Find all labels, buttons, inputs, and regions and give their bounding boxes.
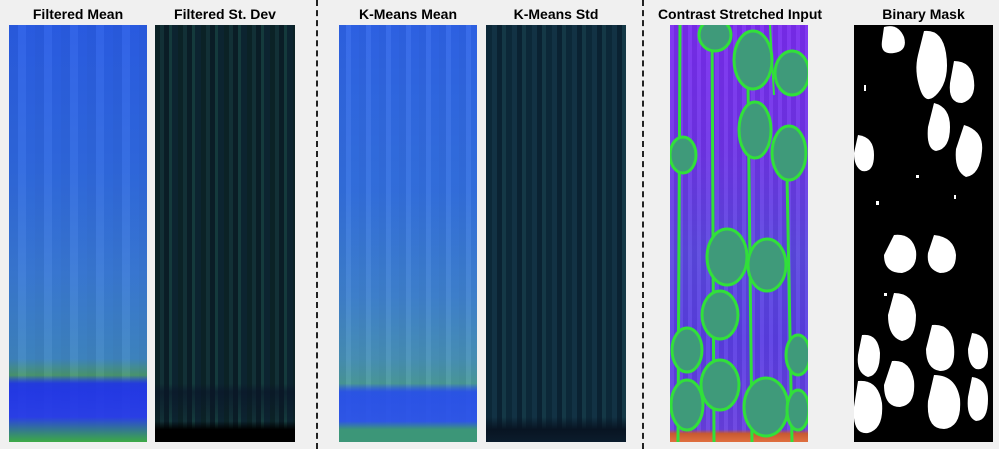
title-contrast-input: Contrast Stretched Input	[657, 6, 823, 22]
mask-speck	[954, 195, 956, 199]
cell-blob	[785, 388, 808, 432]
mask-speck	[916, 175, 919, 178]
mask-blob	[854, 380, 883, 434]
cell-blob	[732, 29, 774, 91]
cell-blob	[742, 376, 790, 438]
cell-blob	[784, 333, 808, 377]
contrast-stretched-image	[670, 25, 808, 442]
contrast-cells-svg	[670, 25, 808, 442]
mask-blob	[888, 293, 916, 341]
title-binary-mask: Binary Mask	[882, 6, 965, 22]
divider-left	[316, 0, 318, 449]
mask-blob	[968, 333, 988, 370]
stalk-line	[676, 25, 682, 442]
mask-blob-group	[854, 26, 988, 434]
divider-right	[642, 0, 644, 449]
mask-speck	[884, 293, 887, 296]
kmeans-std-image	[486, 25, 626, 442]
mask-speck	[876, 201, 879, 205]
cell-blob	[770, 124, 808, 182]
mask-blob	[926, 324, 955, 371]
title-kmeans-std: K-Means Std	[513, 6, 599, 22]
mask-speck	[864, 85, 866, 91]
cell-blob	[746, 237, 788, 293]
cell-blob	[670, 326, 704, 374]
mask-blobs-svg	[854, 26, 988, 434]
mask-blob	[884, 360, 915, 407]
title-filtered-std: Filtered St. Dev	[174, 6, 276, 22]
filtered-std-image	[155, 25, 295, 442]
title-filtered-mean: Filtered Mean	[32, 6, 124, 22]
mask-blob	[967, 377, 988, 421]
cell-blob	[697, 25, 733, 53]
cell-blob	[670, 135, 698, 175]
cell-blob	[705, 227, 749, 287]
cell-blob	[773, 49, 808, 97]
mask-blob	[927, 235, 956, 273]
cell-blob	[699, 358, 741, 412]
title-kmeans-mean: K-Means Mean	[358, 6, 458, 22]
mask-blob	[884, 234, 917, 273]
mask-blob	[927, 375, 961, 429]
mask-blob	[949, 61, 975, 103]
mask-blob	[857, 334, 880, 377]
kmeans-mean-image	[339, 25, 477, 442]
mask-blob	[927, 103, 950, 151]
cell-group	[670, 25, 808, 438]
mask-blob	[881, 26, 905, 54]
binary-mask-image	[854, 25, 993, 442]
mask-blob	[955, 125, 983, 177]
filtered-mean-image	[9, 25, 147, 442]
cell-blob	[700, 289, 740, 341]
cell-blob	[670, 378, 705, 432]
mask-blob	[854, 135, 874, 172]
mask-blob	[916, 30, 947, 100]
cell-blob	[737, 100, 773, 160]
